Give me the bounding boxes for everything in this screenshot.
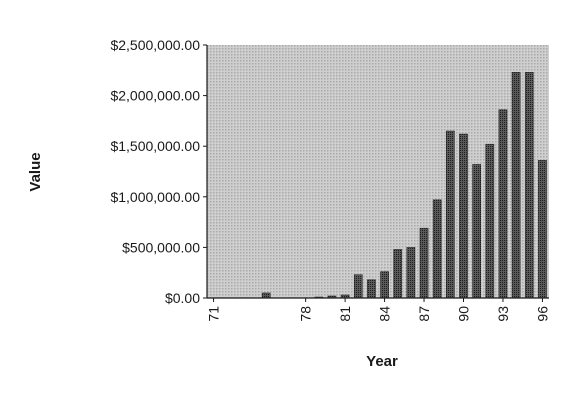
bar-91 (472, 164, 481, 299)
x-axis-title: Year (366, 353, 398, 370)
bar-95 (524, 72, 534, 299)
plot-area (207, 45, 549, 298)
bar-86 (406, 247, 416, 299)
bar-75 (261, 292, 271, 299)
bar-87 (419, 227, 429, 299)
bar-93 (498, 109, 508, 299)
bar-83 (367, 279, 376, 299)
bar-89 (446, 130, 455, 299)
bar-94 (511, 72, 521, 299)
y-tick-label: $2,000,000.00 (110, 88, 200, 104)
x-tick-label: 93 (495, 306, 511, 322)
y-tick-label: $1,000,000.00 (110, 189, 200, 205)
y-tick-label: $2,500,000.00 (110, 37, 200, 53)
x-axis: 71 78 81 84 87 90 93 96 (206, 297, 550, 322)
x-tick-label: 81 (337, 306, 353, 322)
bar-82 (353, 274, 363, 299)
x-tick-label: 87 (416, 306, 432, 322)
y-tick-label: $0.00 (165, 290, 200, 306)
bar-85 (393, 249, 403, 299)
bar-96 (538, 160, 547, 299)
x-tick-label: 96 (534, 306, 550, 322)
x-tick-label: 71 (206, 306, 222, 322)
y-tick-label: $1,500,000.00 (110, 138, 200, 154)
x-tick-label: 84 (377, 306, 393, 322)
y-axis: $0.00 $500,000.00 $1,000,000.00 $1,500,000.… (110, 37, 208, 306)
y-axis-title: Value (27, 152, 44, 191)
x-tick-label: 78 (298, 306, 314, 322)
bar-84 (380, 271, 389, 299)
x-tick-label: 90 (456, 306, 472, 322)
bar-88 (432, 199, 442, 299)
bar-92 (485, 143, 495, 299)
y-tick-label: $500,000.00 (122, 239, 200, 255)
bar-90 (459, 133, 468, 299)
bars (261, 72, 547, 299)
